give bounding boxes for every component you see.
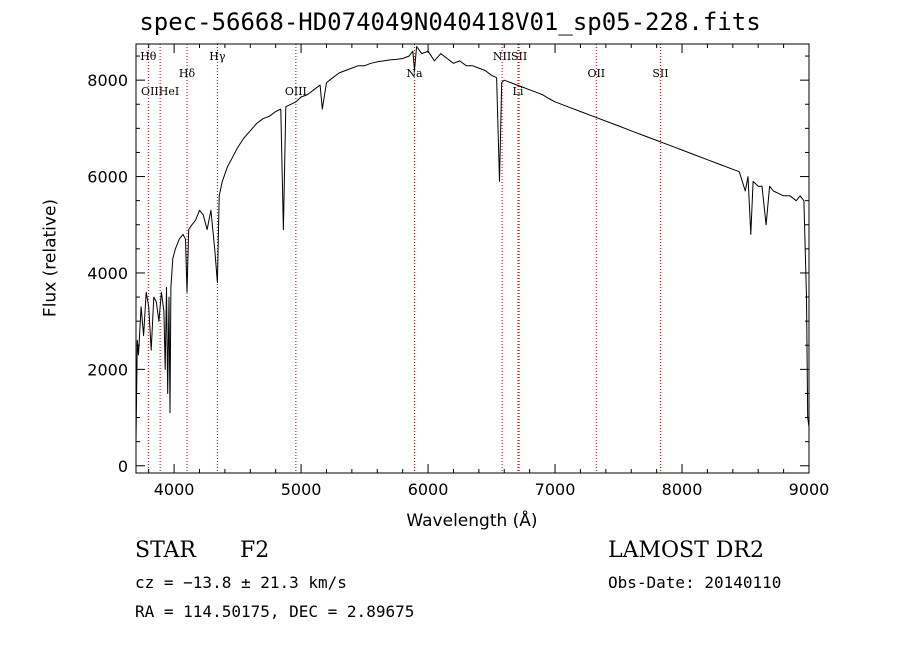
y-tick-label: 0 <box>118 457 128 476</box>
spectral-type: F2 <box>240 538 270 563</box>
spectrum-line <box>135 45 810 442</box>
y-tick-label: 8000 <box>87 71 128 90</box>
object-label: STAR <box>135 538 196 563</box>
coordinates-text: RA = 114.50175, DEC = 2.89675 <box>135 602 415 621</box>
y-tick-label: 6000 <box>87 168 128 187</box>
line-marker-layer <box>147 44 661 473</box>
plot-frame <box>135 43 810 474</box>
chart-title: spec-56668-HD074049N040418V01_sp05-228.f… <box>139 8 761 36</box>
x-tick-label: 5000 <box>281 480 322 499</box>
marker-label: SII <box>511 50 527 63</box>
marker-label: Li <box>513 85 524 98</box>
x-axis-label: Wavelength (Å) <box>406 511 538 531</box>
marker-label: OIIHeI <box>141 85 179 98</box>
marker-label: Hγ <box>209 50 226 63</box>
survey-label: LAMOST DR2 <box>608 538 764 563</box>
x-tick-label: 9000 <box>789 480 830 499</box>
y-tick-label: 2000 <box>87 360 128 379</box>
y-tick-label: 4000 <box>87 264 128 283</box>
spectrum-layer <box>135 45 810 442</box>
marker-label: OII <box>587 67 605 80</box>
marker-label: Hδ <box>179 67 196 80</box>
obs-date-text: Obs-Date: 20140110 <box>608 573 782 592</box>
x-tick-label: 8000 <box>662 480 703 499</box>
axis-ticks: 4000 5000 6000 7000 8000 9000 0 2000 4000 6000 800… <box>87 44 829 499</box>
y-axis-label: Flux (relative) <box>40 198 61 318</box>
marker-label: NII <box>493 50 511 63</box>
marker-label: OIII <box>285 85 307 98</box>
x-tick-label: 6000 <box>408 480 449 499</box>
marker-label: Hθ <box>140 50 157 63</box>
velocity-text: cz = −13.8 ± 21.3 km/s <box>135 573 347 592</box>
x-tick-label: 4000 <box>154 480 195 499</box>
x-tick-label: 7000 <box>535 480 576 499</box>
marker-label: Na <box>406 67 423 80</box>
marker-label: SII <box>652 67 668 80</box>
